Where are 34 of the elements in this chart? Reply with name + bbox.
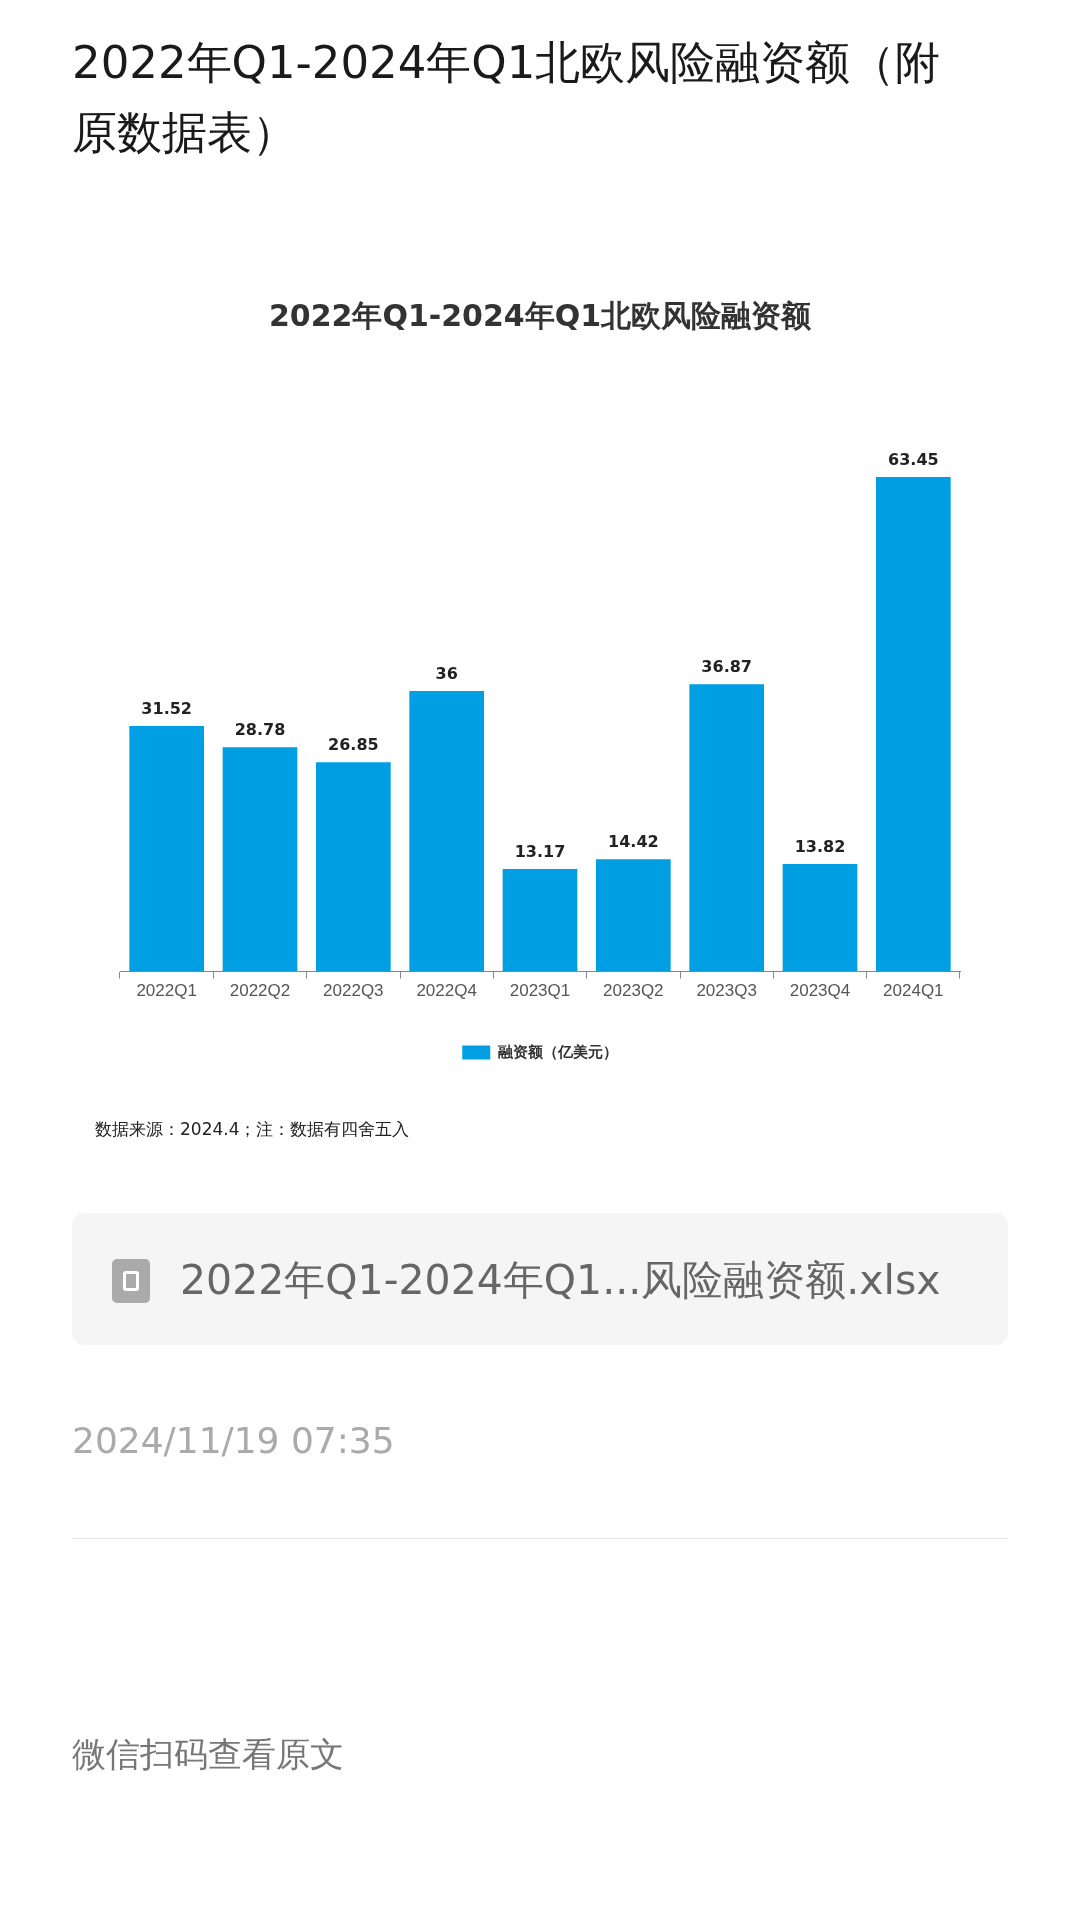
x-tick-label: 2023Q4 <box>789 981 851 1001</box>
text: 2024/11/19 07:35 <box>72 1420 395 1461</box>
x-tick-label: 2022Q4 <box>416 981 477 1001</box>
data-label: 13.17 <box>514 842 566 862</box>
data-label: 63.45 <box>888 450 939 470</box>
text: 微信扫码查看原文 <box>72 1733 344 1776</box>
bar <box>689 684 764 972</box>
x-tick-label: 2023Q3 <box>696 981 757 1001</box>
bar <box>596 859 671 972</box>
data-label: 31.52 <box>141 699 192 719</box>
chart-title: 2022年Q1-2024年Q1北欧风险融资额（附原数据表） <box>72 35 942 161</box>
x-tick-label: 2024Q1 <box>883 981 944 1001</box>
bar <box>222 747 298 972</box>
data-label: 28.78 <box>234 720 286 740</box>
x-tick-label: 2022Q2 <box>229 981 291 1001</box>
x-tick-label: 2022Q3 <box>323 981 384 1001</box>
bar <box>409 691 484 972</box>
x-tick-label: 2023Q2 <box>603 981 664 1001</box>
data-label: 13.82 <box>794 837 846 857</box>
data-label: 26.85 <box>328 735 379 755</box>
x-tick-label: 2023Q1 <box>509 981 571 1001</box>
bar <box>129 725 204 972</box>
data-label: 36.87 <box>701 657 752 677</box>
bar <box>502 868 578 972</box>
x-tick-label: 2022Q1 <box>136 981 197 1001</box>
bar <box>876 477 951 972</box>
source-note: 数据来源：2024.4；注：数据有四舍五入 <box>95 1118 410 1141</box>
bar <box>782 863 858 972</box>
data-label: 36 <box>435 664 458 684</box>
bar <box>316 762 391 972</box>
data-label: 14.42 <box>608 832 659 852</box>
text: 2022年Q1-2024年Q1...风险融资额.xlsx <box>180 1255 941 1306</box>
chart-subtitle: 2022年Q1-2024年Q1北欧风险融资额 <box>268 297 812 333</box>
legend-label: 融资额（亿美元） <box>497 1042 618 1060</box>
